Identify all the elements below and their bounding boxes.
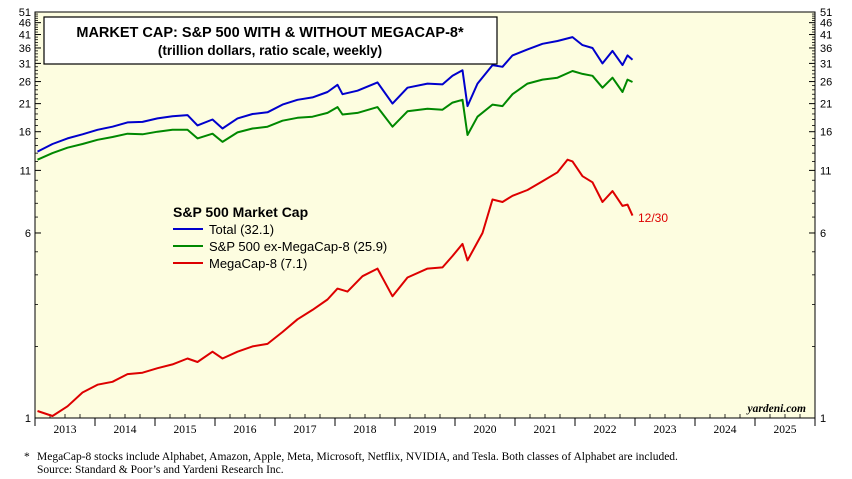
- legend-label-ex-megacap: S&P 500 ex-MegaCap-8 (25.9): [209, 239, 387, 254]
- chart-subtitle: (trillion dollars, ratio scale, weekly): [158, 43, 382, 58]
- y-tick-label-left: 21: [19, 99, 31, 111]
- x-tick-label: 2018: [354, 424, 377, 436]
- footnote-source: Source: Standard & Poor’s and Yardeni Re…: [37, 464, 284, 476]
- plot-background: [34, 11, 816, 419]
- y-tick-label-right: 51: [820, 7, 832, 19]
- y-tick-label-right: 31: [820, 58, 832, 70]
- y-tick-label-left: 51: [19, 7, 31, 19]
- y-tick-label-left: 41: [19, 30, 31, 42]
- y-tick-label-left: 31: [19, 58, 31, 70]
- y-tick-label-left: 1: [25, 413, 31, 425]
- x-tick-label: 2014: [114, 424, 137, 436]
- y-tick-label-right: 1: [820, 413, 826, 425]
- title-box: [43, 16, 498, 65]
- y-tick-label-right: 21: [820, 99, 832, 111]
- series-line-total: [37, 36, 634, 153]
- x-tick-label: 2019: [414, 424, 437, 436]
- y-tick-label-left: 6: [25, 228, 31, 240]
- footnote-megacap-definition: MegaCap-8 stocks include Alphabet, Amazo…: [37, 451, 678, 463]
- y-tick-label-right: 46: [820, 18, 832, 30]
- x-tick-label: 2020: [474, 424, 497, 436]
- legend-label-megacap: MegaCap-8 (7.1): [209, 256, 307, 271]
- x-tick-label: 2024: [714, 424, 737, 436]
- footnote-star: *: [24, 451, 30, 463]
- y-tick-label-right: 36: [820, 43, 832, 55]
- x-axis: 2013 2014 2015 2016 2017 2018 2019 2020 2021 2022…: [34, 414, 816, 436]
- watermark: yardeni.com: [746, 403, 807, 415]
- x-tick-label: 2021: [534, 424, 557, 436]
- x-tick-label: 2016: [234, 424, 257, 436]
- y-tick-label-right: 6: [820, 228, 826, 240]
- y-tick-label-right: 11: [820, 165, 831, 177]
- y-tick-label-left: 26: [19, 77, 31, 89]
- x-tick-label: 2017: [294, 424, 317, 436]
- legend-title: S&P 500 Market Cap: [173, 204, 308, 220]
- x-tick-label: 2023: [654, 424, 677, 436]
- y-tick-label-left: 36: [19, 43, 31, 55]
- x-tick-label: 2013: [54, 424, 77, 436]
- y-tick-label-left: 11: [20, 165, 31, 177]
- series-lines: [37, 36, 634, 417]
- legend-label-total: Total (32.1): [209, 222, 274, 237]
- chart-title: MARKET CAP: S&P 500 WITH & WITHOUT MEGAC…: [76, 25, 464, 41]
- series-line-megacap: [37, 158, 634, 417]
- x-tick-label: 2022: [594, 424, 617, 436]
- y-tick-label-right: 41: [820, 30, 832, 42]
- y-tick-label-right: 16: [820, 127, 832, 139]
- legend: S&P 500 Market Cap Total (32.1) S&P 500 …: [173, 204, 387, 271]
- y-tick-label-left: 46: [19, 18, 31, 30]
- x-tick-label: 2025: [774, 424, 797, 436]
- y-tick-label-right: 26: [820, 77, 832, 89]
- series-line-ex-megacap: [37, 70, 633, 161]
- end-date-label: 12/30: [638, 211, 668, 225]
- x-tick-label: 2015: [174, 424, 197, 436]
- y-tick-label-left: 16: [19, 127, 31, 139]
